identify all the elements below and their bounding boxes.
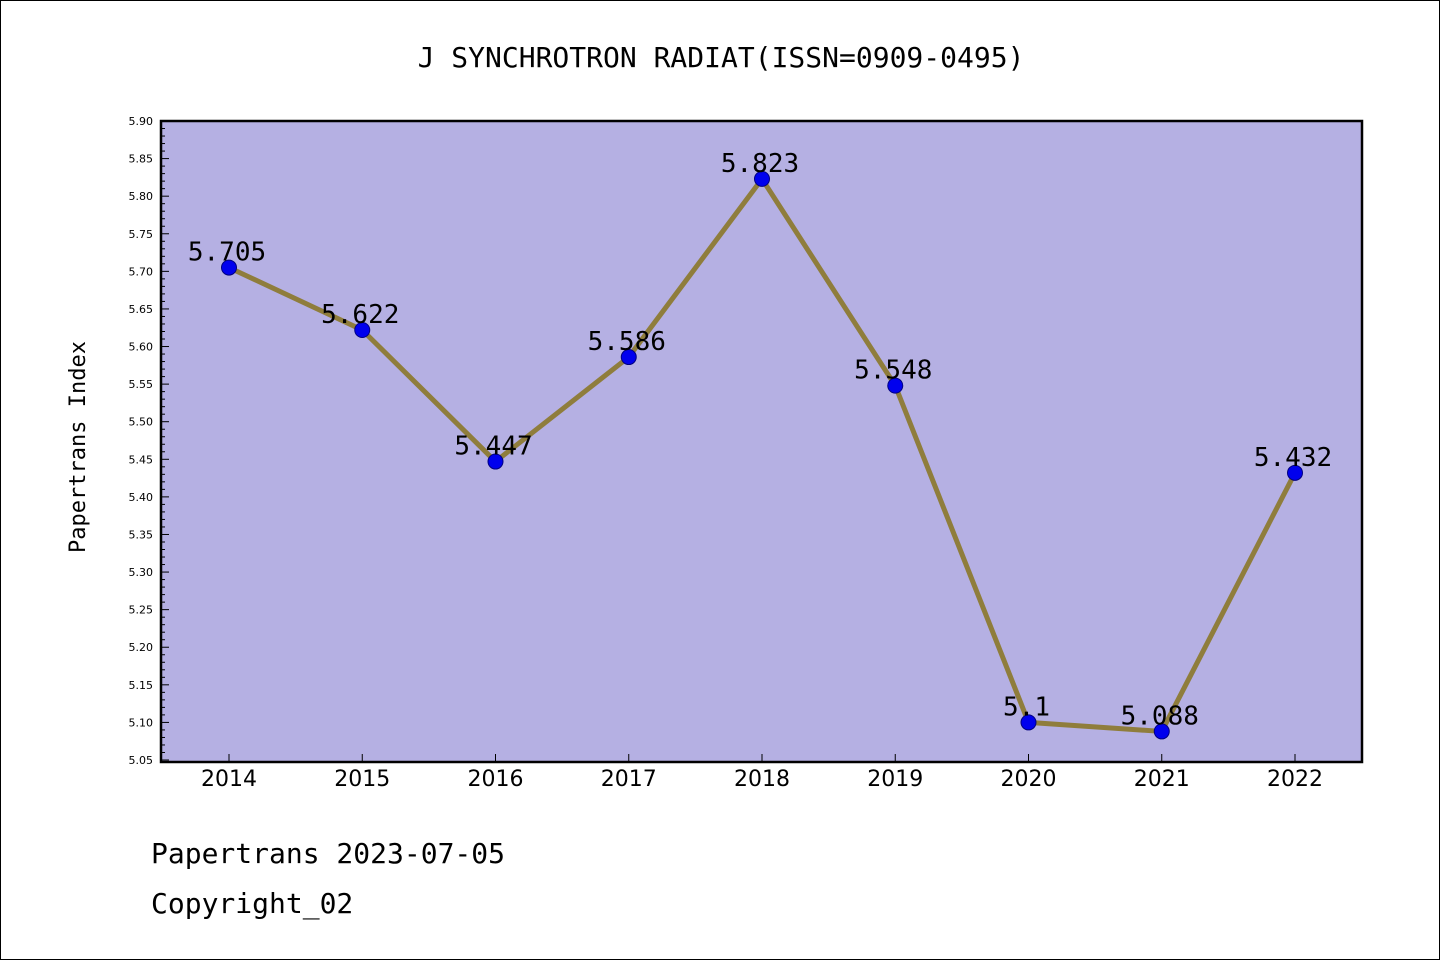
y-tick-label: 5.70 [129,265,154,278]
x-tick-label: 2022 [1267,767,1323,792]
data-label: 5.586 [588,327,666,357]
data-point [887,377,904,394]
data-point [1153,723,1170,740]
data-label: 5.432 [1254,443,1332,473]
y-tick-label: 5.80 [129,190,154,203]
data-point [1020,714,1037,731]
y-tick-label: 5.25 [129,604,154,617]
y-tick-label: 5.20 [129,641,154,654]
x-tick-label: 2016 [468,767,524,792]
data-label: 5.447 [454,432,532,462]
data-point [354,321,371,338]
x-tick-label: 2019 [867,767,923,792]
chart-title: J SYNCHROTRON RADIAT(ISSN=0909-0495) [418,41,1025,74]
data-label: 5.823 [721,149,799,179]
x-tick-label: 2020 [1001,767,1057,792]
y-tick-label: 5.90 [129,115,154,128]
y-tick-label: 5.85 [129,153,154,166]
data-point [620,349,637,366]
data-label: 5.548 [854,356,932,386]
y-tick-label: 5.65 [129,303,154,316]
data-label: 5.622 [321,300,399,330]
y-tick-label: 5.30 [129,566,154,579]
x-tick-label: 2014 [201,767,257,792]
data-point [1287,464,1303,481]
y-tick-label: 5.60 [129,341,154,354]
data-label: 5.1 [1003,692,1050,722]
y-axis-label: Papertrans Index [66,341,91,553]
y-tick-label: 5.75 [129,228,154,241]
data-point [754,170,770,187]
footer-copyright-text: Copyright_02 [151,887,354,920]
data-label: 5.705 [188,238,266,268]
plot-area [159,119,1364,764]
y-tick-label: 5.40 [129,491,154,504]
x-tick-label: 2017 [601,767,657,792]
x-axis-ticks: 2014 2015 2016 2017 2018 2019 2020 2021 2022 [201,754,1323,792]
y-tick-label: 5.35 [129,528,154,541]
y-tick-label: 5.15 [129,679,154,692]
series-group [221,170,1303,740]
data-label: 5.088 [1121,701,1199,731]
data-labels: 5.705 5.622 5.447 5.586 5.823 5.548 5.1 5.088 5.… [188,149,1332,732]
y-tick-label: 5.55 [129,378,154,391]
y-tick-label: 5.45 [129,453,154,466]
y-tick-label: 5.50 [129,416,154,429]
x-tick-label: 2021 [1134,767,1190,792]
footer-date-text: Papertrans 2023-07-05 [151,837,506,870]
x-tick-label: 2015 [334,767,390,792]
y-tick-label: 5.05 [129,754,154,767]
data-point [221,259,237,276]
x-tick-label: 2018 [734,767,790,792]
y-axis-ticks: 5.05 5.10 5.15 5.20 5.25 5.30 5.35 5.40 5.45 5.50… [129,115,169,767]
y-tick-label: 5.10 [129,716,154,729]
data-point [487,453,504,470]
